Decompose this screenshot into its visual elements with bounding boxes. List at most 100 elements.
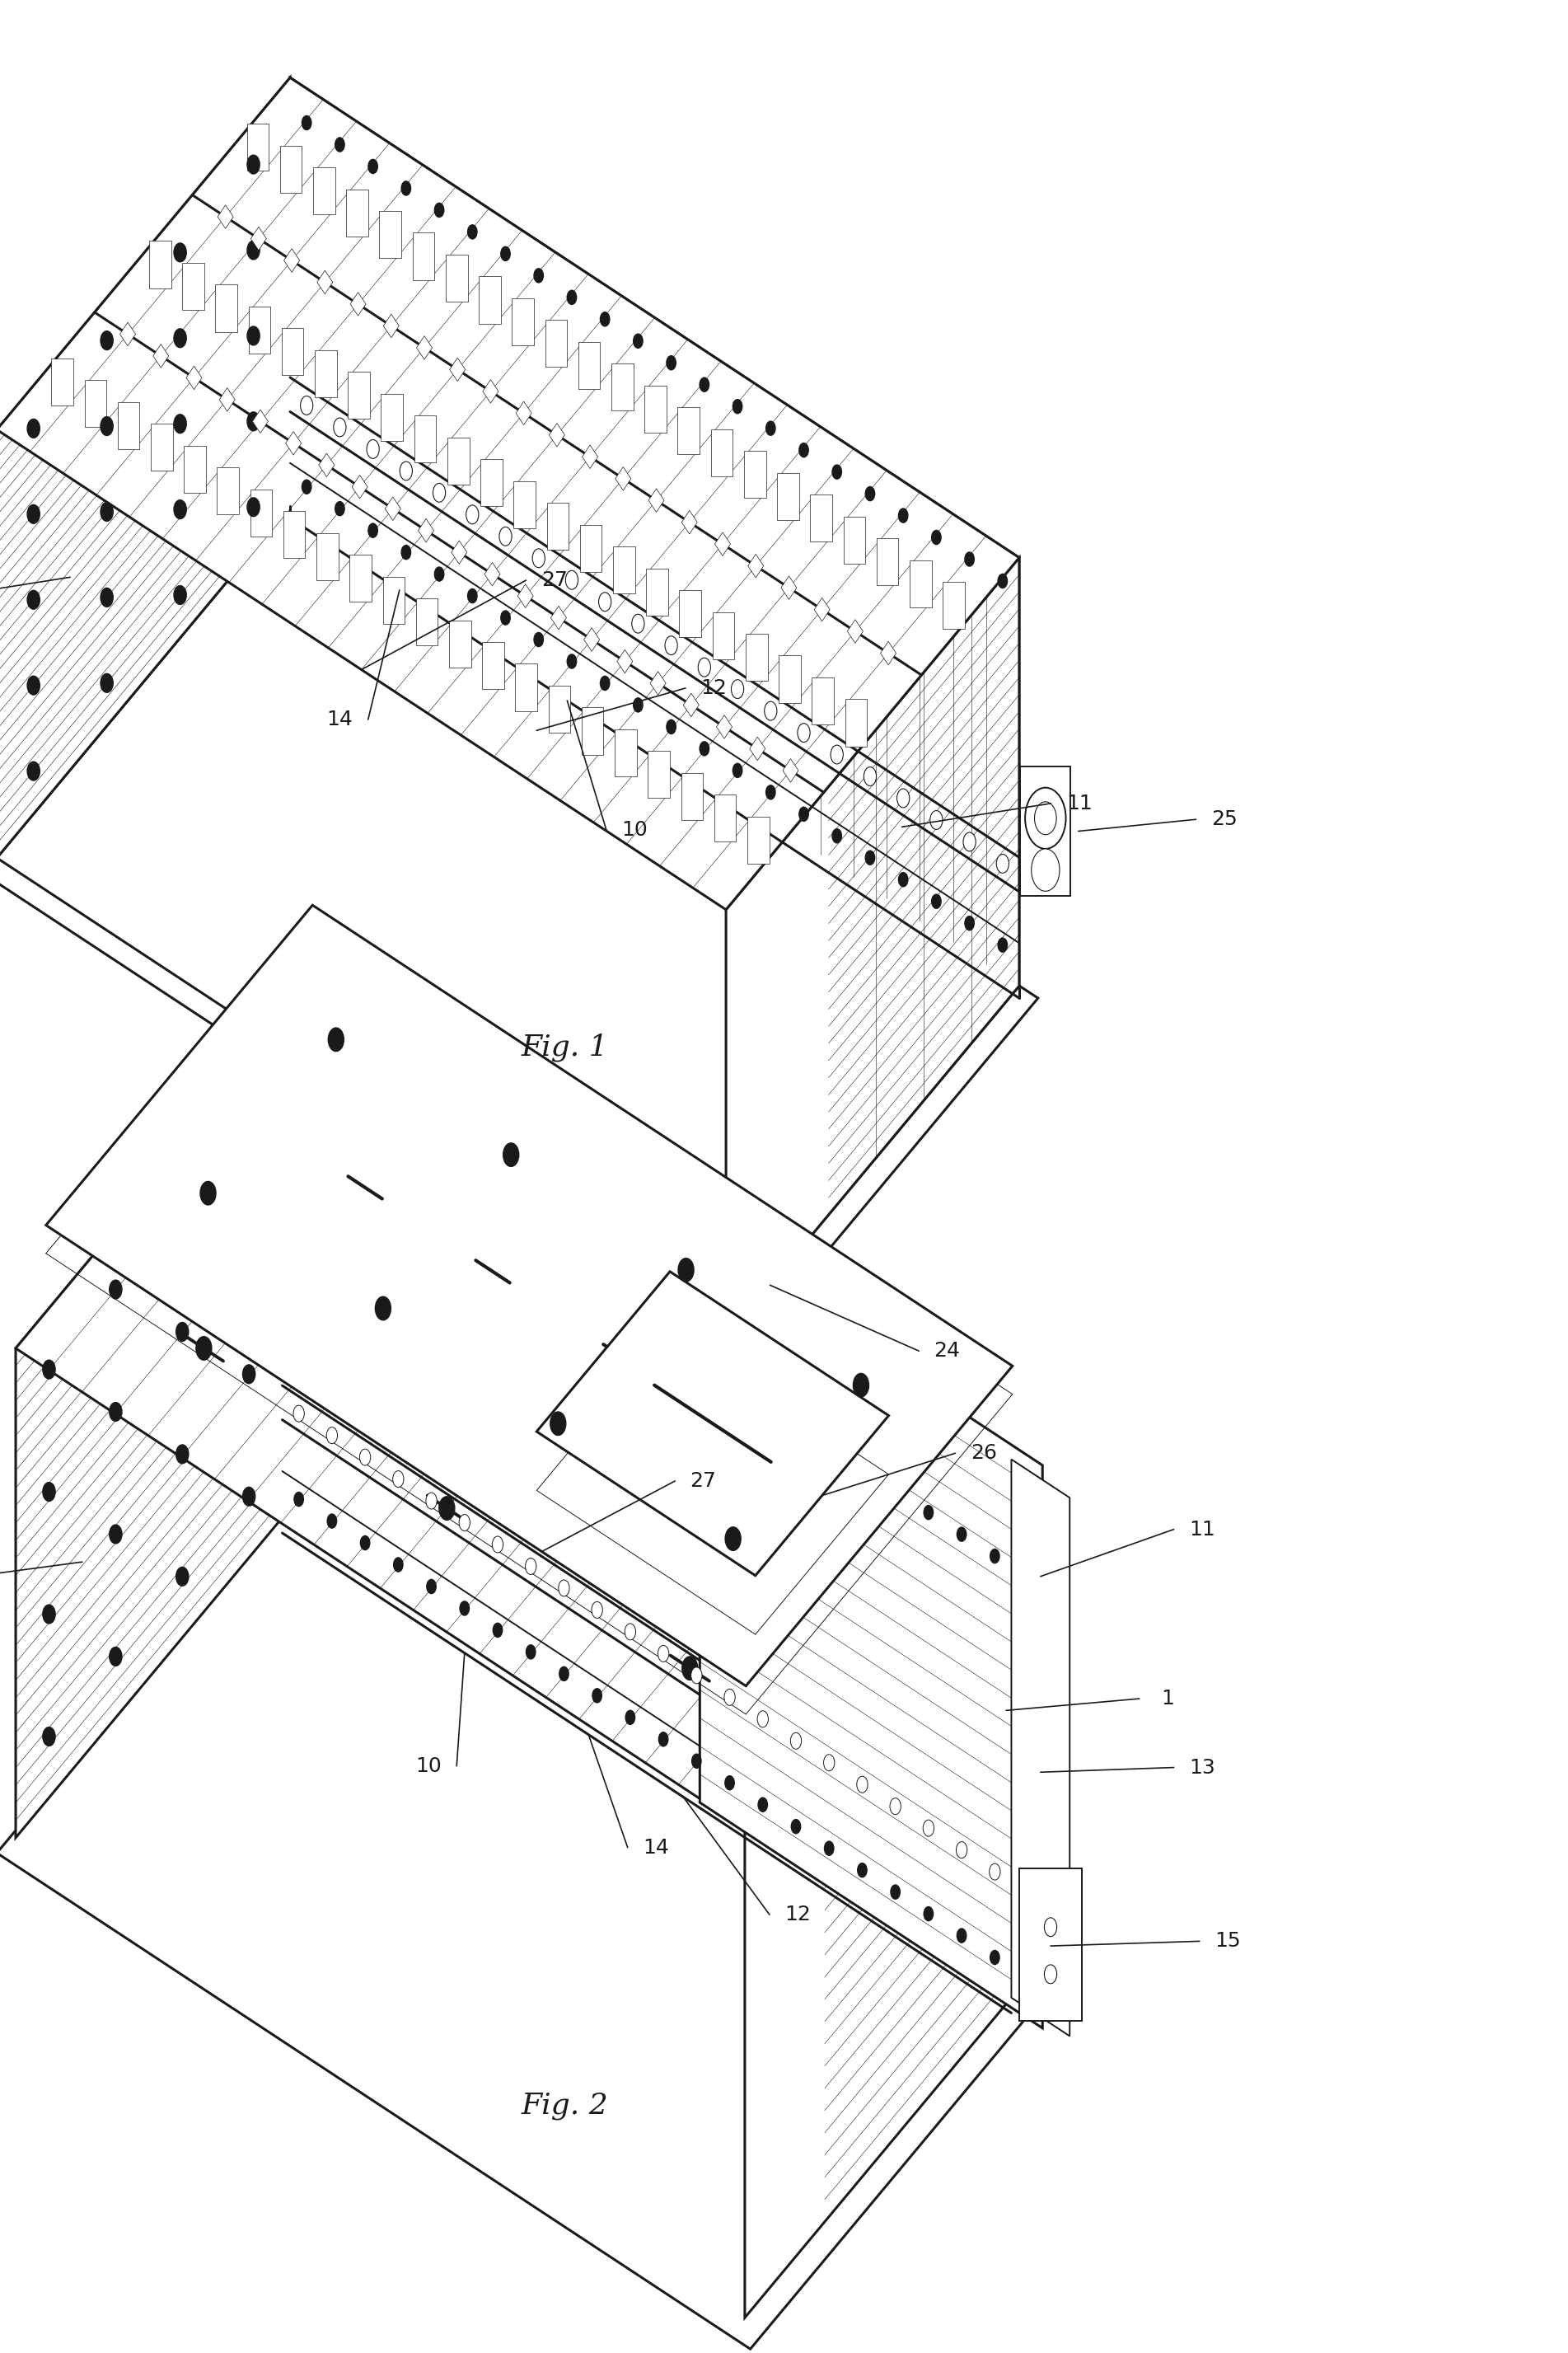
Polygon shape bbox=[383, 576, 405, 624]
Circle shape bbox=[42, 1727, 55, 1746]
Circle shape bbox=[176, 1445, 188, 1464]
Polygon shape bbox=[248, 306, 270, 353]
Polygon shape bbox=[782, 758, 798, 781]
Polygon shape bbox=[182, 264, 204, 311]
Circle shape bbox=[626, 1711, 635, 1725]
Circle shape bbox=[853, 1374, 869, 1398]
Polygon shape bbox=[220, 388, 235, 412]
Polygon shape bbox=[877, 539, 898, 586]
Polygon shape bbox=[677, 407, 699, 454]
Circle shape bbox=[866, 852, 875, 866]
Circle shape bbox=[535, 633, 544, 647]
Circle shape bbox=[394, 1155, 403, 1169]
Polygon shape bbox=[618, 649, 633, 673]
Circle shape bbox=[426, 1579, 436, 1593]
Circle shape bbox=[593, 1287, 602, 1301]
Polygon shape bbox=[0, 78, 1019, 911]
Circle shape bbox=[931, 529, 941, 544]
Polygon shape bbox=[615, 466, 630, 489]
Circle shape bbox=[361, 1134, 370, 1148]
Polygon shape bbox=[317, 532, 339, 579]
Polygon shape bbox=[347, 188, 368, 235]
Polygon shape bbox=[549, 685, 571, 732]
Circle shape bbox=[110, 1280, 122, 1299]
Circle shape bbox=[426, 1179, 436, 1193]
Circle shape bbox=[295, 1092, 304, 1106]
Circle shape bbox=[956, 1929, 966, 1944]
Polygon shape bbox=[383, 315, 398, 339]
Polygon shape bbox=[317, 271, 332, 294]
Circle shape bbox=[176, 1567, 188, 1586]
Polygon shape bbox=[909, 560, 931, 607]
Circle shape bbox=[527, 1245, 536, 1259]
Circle shape bbox=[989, 1864, 1000, 1880]
Polygon shape bbox=[246, 125, 268, 172]
Polygon shape bbox=[514, 480, 536, 527]
Polygon shape bbox=[445, 254, 467, 301]
Circle shape bbox=[525, 1558, 536, 1574]
Circle shape bbox=[400, 461, 412, 480]
Circle shape bbox=[732, 400, 742, 414]
Circle shape bbox=[858, 1461, 867, 1475]
Text: 15: 15 bbox=[1215, 1932, 1240, 1951]
Polygon shape bbox=[582, 708, 604, 755]
Circle shape bbox=[467, 588, 477, 602]
Circle shape bbox=[898, 873, 908, 887]
Polygon shape bbox=[1019, 1868, 1082, 2021]
Polygon shape bbox=[251, 226, 267, 249]
Polygon shape bbox=[550, 607, 566, 631]
Polygon shape bbox=[648, 751, 670, 798]
Text: 12: 12 bbox=[784, 1904, 811, 1925]
Circle shape bbox=[691, 1753, 701, 1767]
Circle shape bbox=[503, 1144, 519, 1167]
Circle shape bbox=[492, 1221, 502, 1235]
Circle shape bbox=[110, 1647, 122, 1666]
Circle shape bbox=[27, 591, 39, 609]
Polygon shape bbox=[483, 642, 505, 689]
Circle shape bbox=[1044, 1918, 1057, 1937]
Polygon shape bbox=[419, 518, 434, 541]
Text: 14: 14 bbox=[643, 1838, 670, 1857]
Circle shape bbox=[624, 1624, 635, 1640]
Polygon shape bbox=[844, 515, 866, 562]
Circle shape bbox=[726, 1527, 742, 1551]
Polygon shape bbox=[452, 541, 467, 565]
Circle shape bbox=[798, 722, 811, 741]
Polygon shape bbox=[715, 532, 731, 555]
Circle shape bbox=[248, 155, 260, 174]
Circle shape bbox=[800, 807, 809, 821]
Circle shape bbox=[459, 1602, 469, 1617]
Text: Fig. 2: Fig. 2 bbox=[521, 2092, 608, 2120]
Circle shape bbox=[558, 1579, 569, 1595]
Polygon shape bbox=[613, 546, 635, 593]
Circle shape bbox=[568, 289, 577, 304]
Circle shape bbox=[731, 680, 743, 699]
Circle shape bbox=[466, 506, 478, 525]
Circle shape bbox=[764, 701, 776, 720]
Polygon shape bbox=[717, 715, 732, 739]
Circle shape bbox=[964, 915, 974, 929]
Polygon shape bbox=[745, 1508, 1011, 2318]
Circle shape bbox=[833, 828, 842, 842]
Polygon shape bbox=[812, 678, 834, 725]
Circle shape bbox=[527, 1645, 536, 1659]
Polygon shape bbox=[511, 299, 533, 346]
Circle shape bbox=[499, 527, 511, 546]
Polygon shape bbox=[651, 671, 666, 694]
Circle shape bbox=[174, 329, 187, 348]
Circle shape bbox=[858, 1864, 867, 1878]
Text: 11: 11 bbox=[1189, 1520, 1215, 1539]
Circle shape bbox=[426, 1492, 437, 1508]
Polygon shape bbox=[151, 424, 172, 471]
Circle shape bbox=[825, 1842, 834, 1857]
Polygon shape bbox=[314, 167, 336, 214]
Circle shape bbox=[1032, 849, 1060, 892]
Circle shape bbox=[626, 1308, 635, 1322]
Polygon shape bbox=[779, 656, 801, 704]
Circle shape bbox=[27, 762, 39, 781]
Polygon shape bbox=[252, 409, 268, 433]
Text: 14: 14 bbox=[326, 711, 353, 729]
Polygon shape bbox=[85, 381, 107, 428]
Polygon shape bbox=[847, 619, 862, 642]
Polygon shape bbox=[0, 1518, 1030, 2348]
